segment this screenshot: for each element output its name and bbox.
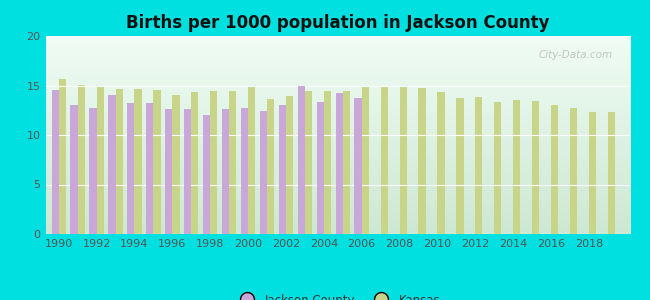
Bar: [475, 98, 482, 234]
Bar: [361, 85, 369, 234]
Bar: [229, 92, 237, 234]
Bar: [116, 89, 123, 234]
Bar: [184, 109, 191, 234]
Bar: [286, 96, 293, 234]
Bar: [381, 85, 388, 234]
Bar: [260, 111, 267, 234]
Bar: [494, 102, 501, 234]
Bar: [191, 92, 198, 234]
Bar: [317, 102, 324, 234]
Bar: [165, 109, 172, 234]
Bar: [203, 115, 210, 234]
Bar: [298, 86, 305, 234]
Bar: [437, 92, 445, 234]
Bar: [400, 88, 407, 234]
Bar: [248, 86, 255, 234]
Bar: [172, 95, 179, 234]
Bar: [210, 92, 217, 234]
Legend: Jackson County, Kansas: Jackson County, Kansas: [231, 289, 445, 300]
Bar: [532, 101, 540, 234]
Bar: [570, 108, 577, 234]
Text: City-Data.com: City-Data.com: [539, 50, 613, 60]
Bar: [279, 105, 286, 234]
Bar: [146, 103, 153, 234]
Bar: [343, 92, 350, 234]
Bar: [97, 85, 104, 234]
Bar: [58, 79, 66, 234]
Bar: [267, 99, 274, 234]
Bar: [324, 92, 331, 234]
Bar: [109, 95, 116, 234]
Bar: [241, 108, 248, 234]
Bar: [153, 90, 161, 234]
Bar: [419, 88, 426, 234]
Bar: [90, 108, 97, 234]
Bar: [51, 90, 58, 234]
Bar: [335, 93, 343, 234]
Bar: [589, 112, 596, 234]
Bar: [70, 105, 78, 234]
Bar: [513, 100, 520, 234]
Bar: [78, 85, 85, 234]
Bar: [608, 112, 615, 234]
Bar: [354, 98, 361, 234]
Title: Births per 1000 population in Jackson County: Births per 1000 population in Jackson Co…: [126, 14, 550, 32]
Bar: [456, 98, 463, 234]
Bar: [135, 89, 142, 234]
Bar: [551, 105, 558, 234]
Bar: [127, 103, 135, 234]
Bar: [222, 109, 229, 234]
Bar: [305, 92, 312, 234]
